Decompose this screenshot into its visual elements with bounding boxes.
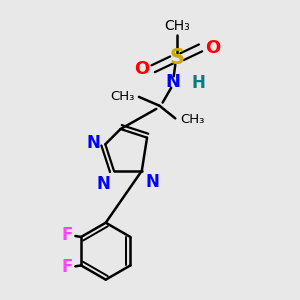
Text: N: N bbox=[87, 134, 100, 152]
Text: F: F bbox=[62, 258, 73, 276]
Text: CH₃: CH₃ bbox=[180, 113, 204, 127]
Text: F: F bbox=[62, 226, 73, 244]
Text: O: O bbox=[134, 60, 149, 78]
Text: N: N bbox=[96, 175, 110, 193]
Text: S: S bbox=[169, 48, 184, 68]
Text: N: N bbox=[165, 73, 180, 91]
Text: H: H bbox=[192, 74, 206, 92]
Text: O: O bbox=[205, 39, 220, 57]
Text: CH₃: CH₃ bbox=[110, 90, 134, 104]
Text: N: N bbox=[146, 173, 160, 191]
Text: CH₃: CH₃ bbox=[164, 19, 190, 33]
